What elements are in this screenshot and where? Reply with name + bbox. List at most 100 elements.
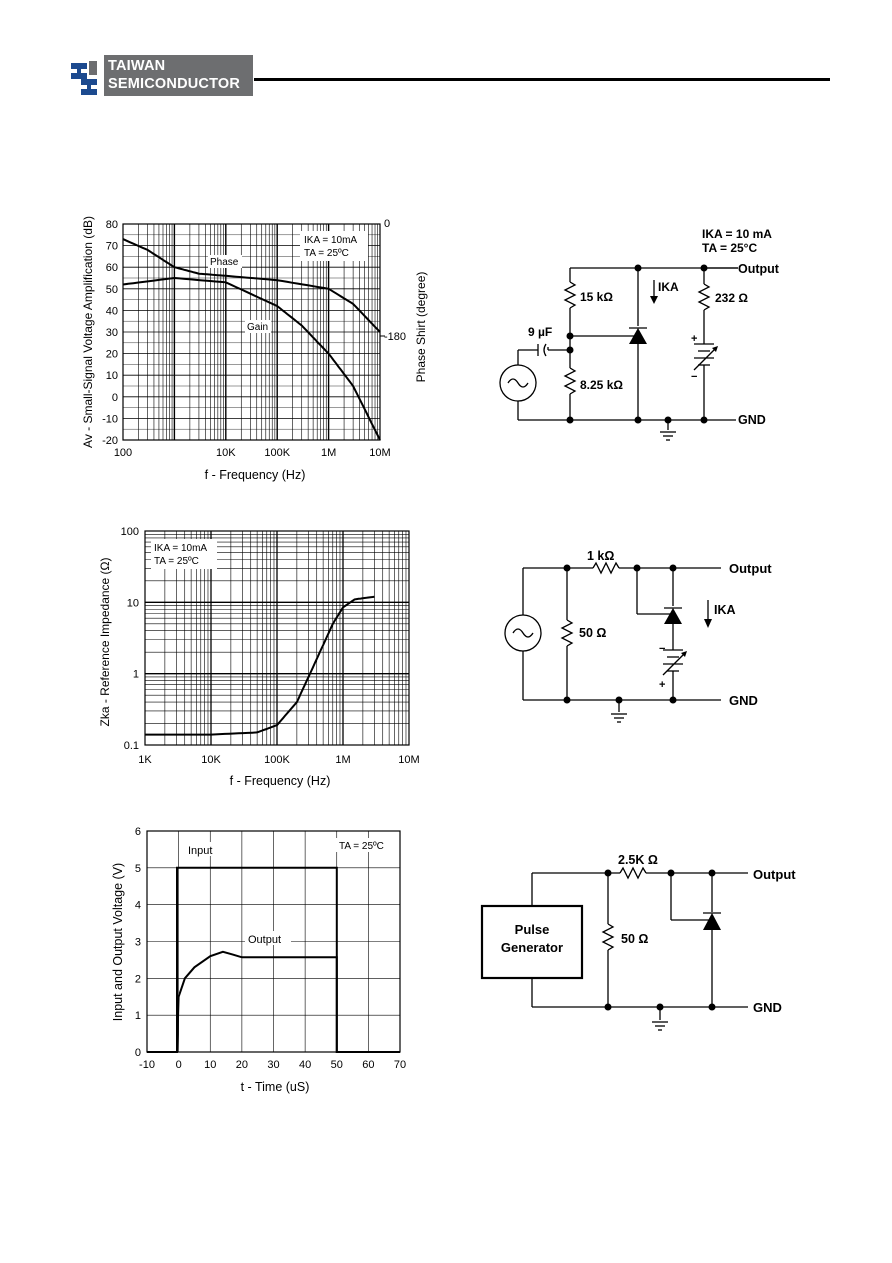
x-tick-label: 50 bbox=[331, 1059, 343, 1071]
x-tick-label: 10K bbox=[201, 754, 221, 766]
y-tick-label: 10 bbox=[127, 597, 139, 609]
condition-ta: TA = 25ºC bbox=[304, 248, 349, 259]
y-tick-label: 40 bbox=[106, 305, 118, 317]
x-tick-label: 60 bbox=[362, 1059, 374, 1071]
resistor-r2-label: 50 Ω bbox=[621, 932, 648, 946]
x-tick-label: 100 bbox=[114, 447, 132, 459]
gnd-label: GND bbox=[753, 1000, 782, 1015]
y-axis-label: Av - Small-Signal Voltage Amplification … bbox=[81, 216, 95, 448]
x-tick-label: 20 bbox=[236, 1059, 248, 1071]
y-tick-label: -20 bbox=[102, 435, 118, 447]
current-arrow-icon bbox=[650, 296, 658, 304]
y-tick-label: 10 bbox=[106, 370, 118, 382]
x-tick-label: 10 bbox=[204, 1059, 216, 1071]
y-tick-label: 6 bbox=[135, 826, 141, 838]
y2-axis-label: Phase Shirt (degree) bbox=[414, 272, 428, 383]
test-circuit-impedance: − + 1 kΩ 50 Ω IKA Output GND bbox=[504, 549, 772, 723]
reference-diode-icon bbox=[664, 608, 682, 624]
y-tick-label: 60 bbox=[106, 262, 118, 274]
x-tick-label: 0 bbox=[176, 1059, 182, 1071]
svg-text:−: − bbox=[691, 371, 697, 383]
x-tick-labels: -10 0 10 20 30 40 50 60 70 bbox=[139, 1059, 406, 1071]
y-tick-label: 50 bbox=[106, 284, 118, 296]
condition-ika: IKA = 10mA bbox=[154, 543, 207, 554]
resistor-r1-label: 15 kΩ bbox=[580, 290, 613, 304]
reference-diode-icon bbox=[629, 328, 647, 344]
brand-line2: SEMICONDUCTOR bbox=[108, 76, 241, 92]
generator-line1: Pulse bbox=[515, 922, 550, 937]
output-label: Output bbox=[729, 561, 772, 576]
output-label: Output bbox=[738, 262, 780, 276]
x-tick-label: 100K bbox=[264, 447, 290, 459]
y-tick-label: 80 bbox=[106, 219, 118, 231]
y-tick-labels: 100 10 1 0.1 bbox=[121, 526, 139, 752]
output-label: Output bbox=[248, 934, 281, 946]
y-tick-label: 0 bbox=[112, 392, 118, 404]
x-tick-label: -10 bbox=[139, 1059, 155, 1071]
x-tick-label: 1M bbox=[321, 447, 336, 459]
svg-text:+: + bbox=[659, 679, 665, 691]
header-rule bbox=[254, 78, 830, 81]
current-arrow-icon bbox=[704, 619, 712, 628]
impedance-chart: 100 10 1 0.1 1K 10K 100K 1M 10M Zka - Reference… bbox=[98, 526, 420, 788]
y-axis-label: Zka - Reference Impedance (Ω) bbox=[98, 557, 112, 726]
svg-text:+: + bbox=[691, 333, 697, 345]
y-tick-label: 0 bbox=[135, 1047, 141, 1059]
resistor-r2-label: 8.25 kΩ bbox=[580, 378, 623, 392]
phase-label: Phase bbox=[210, 257, 239, 268]
resistor-r2-label: 50 Ω bbox=[579, 626, 606, 640]
condition-ika: IKA = 10mA bbox=[304, 235, 357, 246]
x-tick-label: 10M bbox=[369, 447, 390, 459]
input-label: Input bbox=[188, 845, 212, 857]
resistor-r1-label: 1 kΩ bbox=[587, 549, 614, 563]
condition-ta: TA = 25ºC bbox=[339, 841, 384, 852]
plot-frame bbox=[146, 830, 401, 1053]
x-tick-label: 40 bbox=[299, 1059, 311, 1071]
capacitor-label: 9 µF bbox=[528, 325, 552, 339]
plot-frame bbox=[144, 530, 410, 746]
resistor-r1-label: 2.5K Ω bbox=[618, 853, 658, 867]
condition-ika: IKA = 10 mA bbox=[702, 227, 772, 241]
current-label: IKA bbox=[714, 603, 736, 617]
x-tick-label: 70 bbox=[394, 1059, 406, 1071]
chart-grid bbox=[123, 223, 380, 441]
y-tick-label: 5 bbox=[135, 863, 141, 875]
test-circuit-gain: + − IKA = 10 mA TA = 25°C 15 kΩ 8.25 kΩ … bbox=[499, 227, 780, 441]
y-tick-labels: 6 5 4 3 2 1 0 bbox=[135, 826, 141, 1059]
x-tick-labels: 1K 10K 100K 1M 10M bbox=[138, 754, 419, 766]
y2-tick-bottom: -180 bbox=[384, 331, 406, 343]
y-tick-label: -10 bbox=[102, 413, 118, 425]
x-axis-label: f - Frequency (Hz) bbox=[205, 468, 306, 482]
svg-text:−: − bbox=[659, 643, 665, 655]
brand-line1: TAIWAN bbox=[108, 58, 166, 74]
condition-ta: TA = 25ºC bbox=[154, 556, 199, 567]
y-tick-label: 0.1 bbox=[124, 740, 139, 752]
company-logo-icon bbox=[67, 57, 101, 95]
impedance-curve bbox=[145, 595, 375, 736]
test-circuit-pulse: Pulse Generator 2.5K Ω 50 Ω Output GND bbox=[480, 853, 796, 1031]
output-trace bbox=[147, 950, 400, 1053]
x-tick-label: 10K bbox=[216, 447, 236, 459]
y-tick-label: 3 bbox=[135, 937, 141, 949]
phase-curve bbox=[122, 238, 381, 333]
reference-diode-icon bbox=[703, 913, 721, 930]
x-axis-label: f - Frequency (Hz) bbox=[230, 774, 331, 788]
gain-label: Gain bbox=[247, 322, 268, 333]
y-tick-label: 1 bbox=[133, 669, 139, 681]
current-label: IKA bbox=[658, 280, 679, 294]
y-tick-label: 2 bbox=[135, 973, 141, 985]
x-tick-label: 30 bbox=[267, 1059, 279, 1071]
output-label: Output bbox=[753, 867, 796, 882]
x-tick-label: 1M bbox=[335, 754, 350, 766]
y2-tick-top: 0 bbox=[384, 218, 390, 230]
resistor-r3-label: 232 Ω bbox=[715, 291, 748, 305]
x-tick-label: 100K bbox=[264, 754, 290, 766]
x-tick-labels: 100 10K 100K 1M 10M bbox=[114, 447, 391, 459]
y-tick-label: 30 bbox=[106, 327, 118, 339]
x-axis-label: t - Time (uS) bbox=[241, 1080, 310, 1094]
y-axis-label: Input and Output Voltage (V) bbox=[111, 863, 125, 1021]
y-tick-label: 20 bbox=[106, 349, 118, 361]
y-tick-label: 70 bbox=[106, 241, 118, 253]
